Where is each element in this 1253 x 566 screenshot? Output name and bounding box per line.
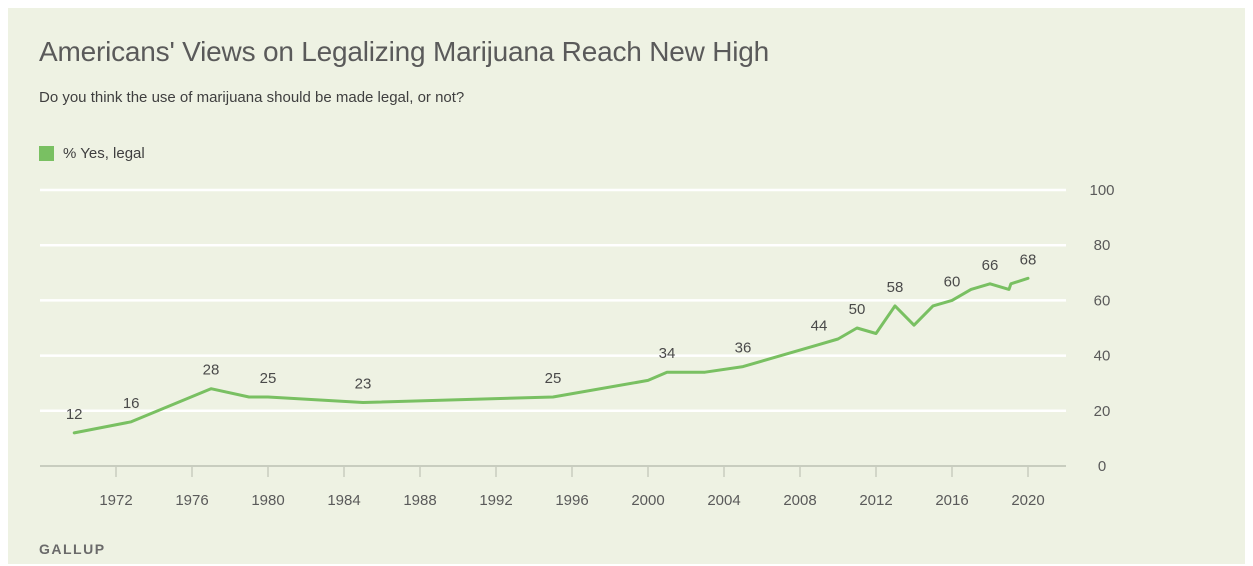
y-tick-label: 100	[1089, 182, 1114, 199]
x-tick-label: 1980	[251, 492, 284, 509]
x-tick-label: 2016	[935, 492, 968, 509]
series-layer	[72, 276, 1030, 435]
data-label: 12	[66, 406, 83, 423]
data-label: 50	[849, 301, 866, 318]
data-label: 58	[887, 279, 904, 296]
data-label: 23	[355, 376, 372, 393]
source-label: GALLUP	[39, 541, 106, 557]
x-tick-label: 1996	[555, 492, 588, 509]
data-label: 44	[811, 318, 828, 335]
chart-panel	[8, 8, 1245, 564]
y-tick-label: 20	[1094, 403, 1111, 420]
data-label: 16	[123, 395, 140, 412]
data-label: 60	[944, 273, 961, 290]
x-tick-label: 2012	[859, 492, 892, 509]
data-label: 28	[203, 362, 220, 379]
chart-subtitle: Do you think the use of marijuana should…	[39, 89, 465, 106]
data-label: 68	[1020, 251, 1037, 268]
legend: % Yes, legal	[39, 145, 145, 162]
x-tick-label: 2004	[707, 492, 740, 509]
grid-layer	[40, 188, 1066, 413]
data-label: 34	[659, 345, 676, 362]
x-tick-label: 1972	[99, 492, 132, 509]
data-label-layer: 12 16 28 25 23 25 34 36 44 50 58 60 66 68	[66, 251, 1036, 423]
legend-swatch	[39, 146, 54, 161]
data-label: 25	[545, 370, 562, 387]
x-tick-label: 2008	[783, 492, 816, 509]
data-label: 36	[735, 340, 752, 357]
x-tick-label: 1984	[327, 492, 360, 509]
data-label: 66	[982, 257, 999, 274]
chart-title: Americans' Views on Legalizing Marijuana…	[39, 36, 769, 67]
x-tick-label: 1988	[403, 492, 436, 509]
data-label: 25	[260, 370, 277, 387]
legend-label: % Yes, legal	[63, 145, 145, 162]
y-tick-label: 60	[1094, 292, 1111, 309]
y-tick-label: 40	[1094, 348, 1111, 365]
x-tick-label: 2020	[1011, 492, 1044, 509]
x-tick-label: 1992	[479, 492, 512, 509]
y-tick-label: 80	[1094, 237, 1111, 254]
y-tick-label: 0	[1098, 458, 1106, 475]
x-tick-label: 1976	[175, 492, 208, 509]
x-tick-label: 2000	[631, 492, 664, 509]
series-line	[72, 276, 1030, 435]
axis-layer: 0 20 40 60 80 100 1972 1976 1980 1984 1988 1992 1996…	[40, 182, 1115, 509]
